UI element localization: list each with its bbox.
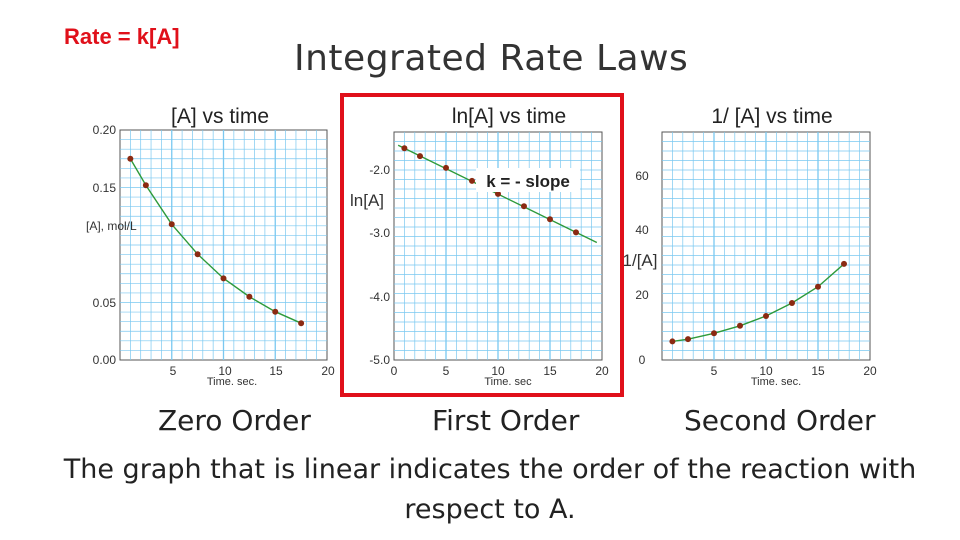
data-point	[737, 322, 743, 329]
chart-second-order: 1/ [A] vs time 5 10 15 20 Time. sec. 0 2…	[623, 105, 877, 388]
data-point	[168, 221, 175, 228]
grid	[662, 132, 870, 360]
first-order-highlight-box	[340, 93, 624, 397]
x-tick-label: 0	[391, 364, 398, 378]
x-tick-label: 15	[543, 364, 557, 378]
x-axis-label: Time. sec.	[207, 376, 257, 388]
x-tick-label: 15	[269, 364, 283, 378]
x-tick-label: 10	[218, 364, 232, 378]
x-tick-label: 5	[170, 364, 177, 378]
data-point	[685, 336, 691, 343]
data-point	[417, 153, 423, 160]
data-points	[401, 145, 579, 236]
y-tick-label: -2.0	[369, 163, 390, 177]
caption-zero-order: Zero Order	[158, 404, 311, 437]
y-tick-label: -5.0	[369, 353, 390, 367]
x-ticks: 0 5 10 15 20	[391, 364, 609, 378]
footer-note: The graph that is linear indicates the o…	[63, 454, 917, 525]
x-tick-label: 20	[321, 364, 335, 378]
data-point	[841, 260, 847, 267]
data-point	[142, 182, 149, 189]
data-point	[789, 300, 795, 306]
y-tick-label: 0	[639, 353, 646, 367]
y-tick-label: -3.0	[369, 226, 390, 240]
x-tick-label: 20	[863, 364, 877, 378]
data-point	[469, 177, 475, 184]
y-axis-label: [A], mol/L	[86, 219, 137, 233]
y-tick-label: 0.00	[93, 353, 117, 367]
data-point	[127, 155, 134, 162]
chart-first-order: ln[A] vs time k = - slope 0 5 10 15 20 T…	[350, 105, 609, 388]
y-tick-label: 60	[635, 169, 649, 183]
data-point	[401, 145, 408, 152]
x-tick-label: 15	[811, 364, 825, 378]
chart-title: ln[A] vs time	[452, 105, 566, 128]
annotation-bg	[476, 168, 580, 192]
data-points	[127, 155, 305, 327]
y-ticks: -2.0 -3.0 -4.0 -5.0	[369, 163, 390, 367]
series-line	[129, 158, 302, 324]
data-point	[495, 190, 501, 197]
chart-title: 1/ [A] vs time	[711, 105, 832, 128]
caption-second-order: Second Order	[684, 404, 876, 437]
chart-zero-order: [A] vs time 5 10 15 20 Time. sec. 0.00 0…	[86, 105, 335, 388]
data-point	[547, 216, 553, 223]
y-tick-label: -4.0	[369, 290, 390, 304]
x-ticks: 5 10 15 20	[170, 364, 335, 378]
data-point	[669, 338, 676, 345]
y-tick-label: 0.05	[93, 296, 117, 310]
data-point	[521, 203, 527, 210]
y-ticks: 0.00 0.05 0.15 0.20	[93, 123, 117, 367]
data-point	[763, 313, 769, 320]
data-point	[194, 251, 201, 258]
y-tick-label: 0.15	[93, 181, 117, 195]
x-axis-label: Time. sec	[484, 376, 532, 388]
y-ticks: 0 20 40 60	[635, 169, 649, 367]
x-tick-label: 10	[759, 364, 773, 378]
slope-annotation: k = - slope	[486, 172, 570, 191]
y-axis-label: ln[A]	[350, 191, 384, 210]
x-tick-label: 5	[443, 364, 450, 378]
y-tick-label: 20	[635, 288, 649, 302]
rate-equation: Rate = k[A]	[64, 24, 180, 49]
data-point	[298, 320, 305, 327]
series-line	[672, 263, 845, 343]
data-point	[573, 229, 579, 236]
grid	[120, 130, 327, 360]
data-point	[272, 308, 279, 315]
x-ticks: 5 10 15 20	[711, 364, 877, 378]
data-point	[443, 164, 449, 171]
x-axis-label: Time. sec.	[751, 376, 801, 388]
y-tick-label: 0.20	[93, 123, 117, 137]
data-point	[815, 283, 821, 290]
data-point	[220, 275, 227, 282]
x-tick-label: 10	[491, 364, 505, 378]
chart-title: [A] vs time	[171, 105, 269, 128]
x-tick-label: 20	[595, 364, 609, 378]
data-point	[711, 330, 717, 337]
y-tick-label: 40	[635, 223, 649, 237]
caption-first-order: First Order	[432, 404, 580, 437]
data-points	[669, 260, 847, 345]
x-tick-label: 5	[711, 364, 718, 378]
data-point	[246, 293, 253, 300]
y-axis-label: 1/[A]	[623, 251, 658, 270]
page-title: Integrated Rate Laws	[294, 38, 689, 79]
